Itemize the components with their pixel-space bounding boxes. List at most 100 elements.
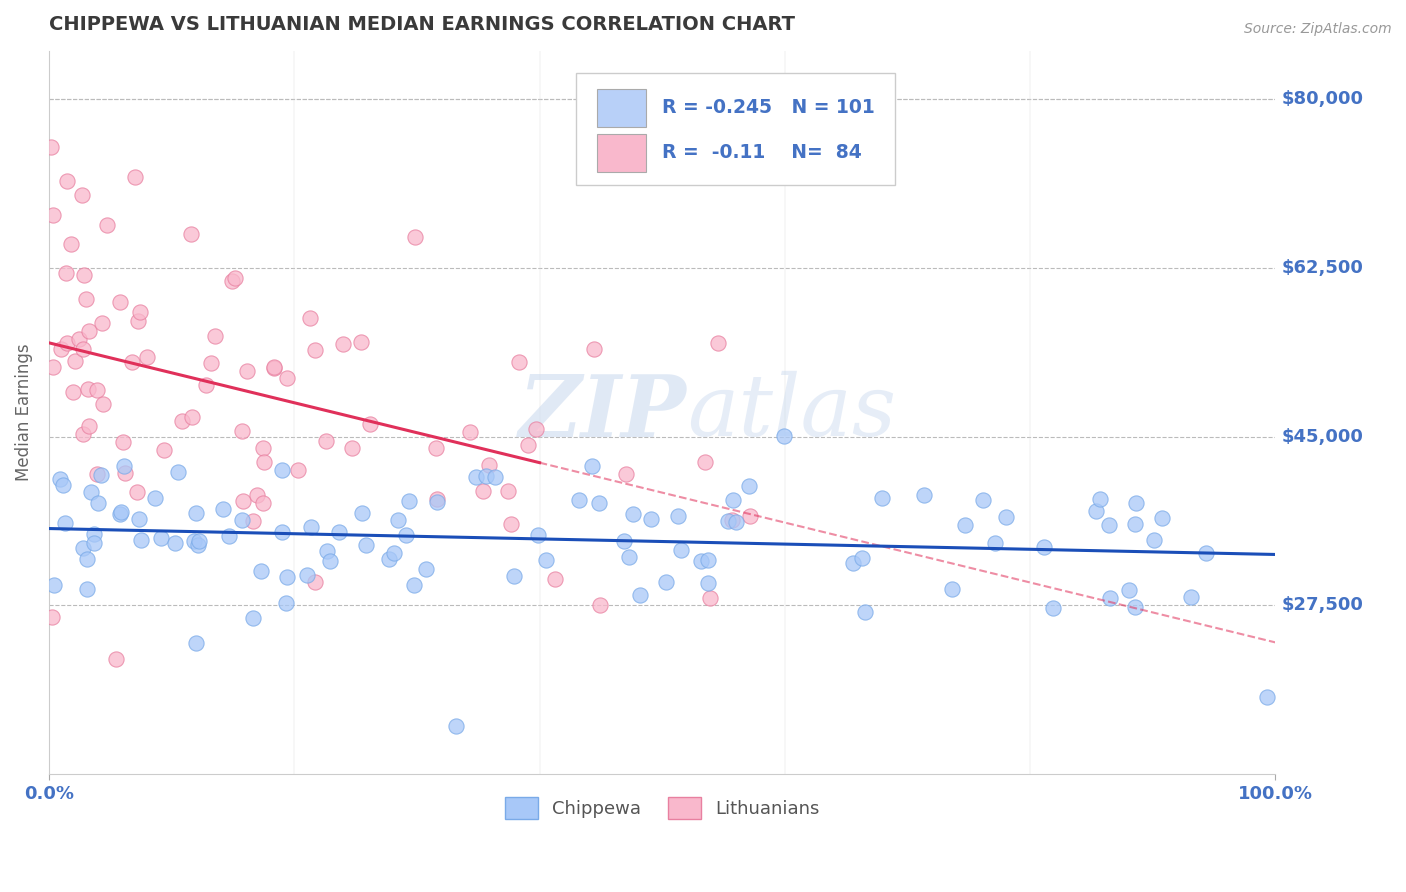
Point	[299, 310, 322, 325]
Point	[474, 469, 496, 483]
Point	[91, 397, 114, 411]
Point	[77, 419, 100, 434]
Point	[617, 550, 640, 565]
Point	[183, 533, 205, 548]
Point	[315, 544, 337, 558]
Point	[96, 218, 118, 232]
Point	[75, 293, 97, 307]
Point	[143, 491, 166, 505]
Point	[72, 343, 94, 357]
Point	[912, 487, 935, 501]
Point	[242, 610, 264, 624]
Point	[221, 274, 243, 288]
Point	[253, 455, 276, 469]
Point	[426, 491, 449, 506]
Point	[717, 514, 740, 528]
Point	[127, 314, 149, 328]
Point	[56, 336, 79, 351]
Point	[166, 465, 188, 479]
Point	[842, 556, 865, 570]
Point	[654, 575, 676, 590]
Point	[425, 441, 447, 455]
Point	[104, 651, 127, 665]
Point	[415, 562, 437, 576]
Text: Source: ZipAtlas.com: Source: ZipAtlas.com	[1244, 22, 1392, 37]
Point	[444, 719, 467, 733]
Point	[165, 536, 187, 550]
Point	[972, 492, 994, 507]
Point	[86, 383, 108, 397]
Point	[200, 356, 222, 370]
Point	[86, 467, 108, 482]
Point	[250, 564, 273, 578]
Point	[1084, 504, 1107, 518]
Point	[544, 572, 567, 586]
Point	[231, 513, 253, 527]
Point	[80, 485, 103, 500]
Point	[252, 496, 274, 510]
Point	[853, 605, 876, 619]
Point	[110, 508, 132, 522]
Point	[404, 229, 426, 244]
Point	[128, 305, 150, 319]
Point	[263, 360, 285, 375]
Point	[236, 363, 259, 377]
Point	[1042, 600, 1064, 615]
Point	[77, 324, 100, 338]
Point	[1123, 599, 1146, 614]
Point	[1125, 495, 1147, 509]
Point	[1033, 540, 1056, 554]
Point	[342, 442, 364, 456]
Point	[128, 511, 150, 525]
Point	[496, 483, 519, 498]
Point	[125, 484, 148, 499]
Point	[499, 517, 522, 532]
Point	[55, 266, 77, 280]
Point	[49, 343, 72, 357]
Point	[72, 427, 94, 442]
FancyBboxPatch shape	[576, 72, 896, 185]
Point	[263, 360, 285, 375]
Point	[242, 514, 264, 528]
Point	[582, 342, 605, 356]
Point	[690, 554, 713, 568]
Point	[695, 455, 717, 469]
Point	[172, 414, 194, 428]
Text: $80,000: $80,000	[1281, 90, 1364, 108]
Text: R =  -0.11    N=  84: R = -0.11 N= 84	[662, 144, 862, 162]
Point	[41, 610, 63, 624]
Point	[696, 575, 718, 590]
Point	[352, 506, 374, 520]
Point	[870, 491, 893, 505]
Point	[953, 518, 976, 533]
Point	[724, 515, 747, 529]
Point	[721, 513, 744, 527]
Point	[52, 477, 75, 491]
Point	[56, 173, 79, 187]
Text: atlas: atlas	[686, 371, 896, 454]
Point	[484, 470, 506, 484]
Text: $62,500: $62,500	[1281, 259, 1364, 277]
Point	[231, 424, 253, 438]
Point	[707, 335, 730, 350]
Point	[1195, 546, 1218, 560]
Point	[1088, 491, 1111, 506]
Point	[350, 335, 373, 350]
Point	[287, 463, 309, 477]
Text: R = -0.245   N = 101: R = -0.245 N = 101	[662, 98, 875, 118]
Point	[295, 567, 318, 582]
Point	[153, 442, 176, 457]
Point	[77, 382, 100, 396]
Point	[274, 597, 297, 611]
Point	[671, 543, 693, 558]
Point	[91, 316, 114, 330]
Point	[387, 513, 409, 527]
Point	[995, 509, 1018, 524]
Point	[315, 434, 337, 448]
Point	[666, 509, 689, 524]
Point	[426, 495, 449, 509]
Point	[83, 527, 105, 541]
Point	[851, 550, 873, 565]
Point	[76, 552, 98, 566]
Text: ZIP: ZIP	[519, 371, 686, 454]
